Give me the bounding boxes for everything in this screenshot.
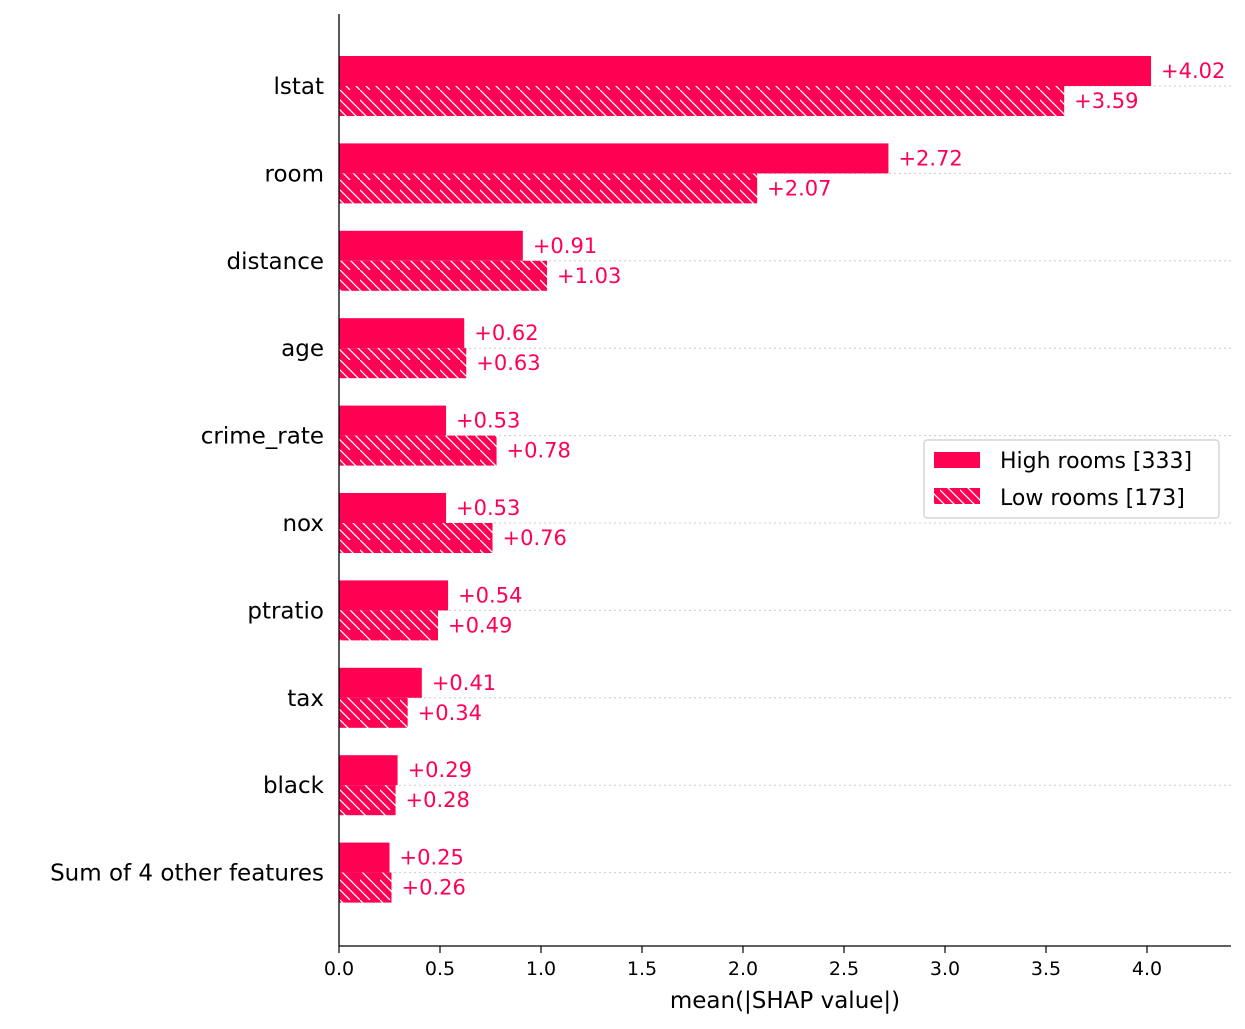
bar-high-rooms-black	[339, 755, 398, 786]
axes	[338, 14, 1231, 947]
value-label-high-rooms-room: +2.72	[898, 146, 962, 170]
x-tick-label-2-0: 2.0	[728, 958, 758, 980]
category-label-sum-of-4-other-features: Sum of 4 other features	[50, 861, 324, 887]
bar-low-rooms-black	[339, 785, 396, 816]
value-label-high-rooms-lstat: +4.02	[1161, 59, 1225, 83]
x-axis-title: mean(|SHAP value|)	[670, 988, 900, 1014]
x-tick-label-0-5: 0.5	[425, 958, 455, 980]
legend-swatch-high-rooms	[934, 452, 980, 468]
bar-low-rooms-crime-rate	[339, 435, 497, 466]
x-tick-label-1-5: 1.5	[627, 958, 657, 980]
bar-low-rooms-nox	[339, 523, 493, 553]
bar-high-rooms-lstat	[339, 56, 1152, 86]
value-label-high-rooms-tax: +0.41	[432, 671, 496, 695]
value-label-high-rooms-black: +0.29	[408, 758, 472, 782]
category-label-room: room	[265, 161, 325, 187]
category-label-lstat: lstat	[273, 74, 324, 100]
x-tick-label-3-0: 3.0	[930, 958, 960, 980]
category-label-black: black	[263, 773, 325, 799]
x-tick-label-0-0: 0.0	[324, 958, 354, 980]
x-tick-label-3-5: 3.5	[1031, 958, 1061, 980]
value-label-high-rooms-age: +0.62	[474, 321, 538, 345]
legend-swatch-low-rooms	[934, 488, 980, 504]
value-label-high-rooms-ptratio: +0.54	[458, 583, 522, 607]
value-label-low-rooms-room: +2.07	[767, 176, 831, 200]
category-label-distance: distance	[227, 249, 324, 275]
bar-low-rooms-ptratio	[339, 610, 438, 641]
x-tick-label-2-5: 2.5	[829, 958, 859, 980]
x-tick-label-4-0: 4.0	[1132, 958, 1162, 980]
value-label-high-rooms-crime-rate: +0.53	[456, 409, 520, 433]
value-label-low-rooms-crime-rate: +0.78	[507, 439, 571, 463]
bar-low-rooms-lstat	[339, 86, 1065, 116]
value-label-low-rooms-black: +0.28	[406, 788, 470, 812]
legend-label-low-rooms: Low rooms [173]	[1000, 486, 1185, 511]
bar-high-rooms-crime-rate	[339, 405, 447, 436]
bar-high-rooms-sum-of-4-other-features	[339, 842, 390, 873]
value-label-high-rooms-sum-of-4-other-features: +0.25	[400, 846, 464, 870]
bar-high-rooms-tax	[339, 667, 422, 698]
bar-low-rooms-room	[339, 173, 758, 204]
bar-high-rooms-ptratio	[339, 580, 449, 611]
category-label-crime-rate: crime_rate	[201, 424, 324, 450]
bar-low-rooms-sum-of-4-other-features	[339, 872, 392, 903]
value-label-low-rooms-lstat: +3.59	[1074, 89, 1138, 113]
bar-low-rooms-distance	[339, 260, 548, 291]
x-tick-label-1-0: 1.0	[526, 958, 556, 980]
value-label-low-rooms-sum-of-4-other-features: +0.26	[402, 876, 466, 900]
category-label-tax: tax	[287, 686, 324, 712]
value-label-high-rooms-distance: +0.91	[533, 234, 597, 258]
value-label-low-rooms-distance: +1.03	[557, 264, 621, 288]
category-label-age: age	[281, 336, 324, 362]
value-label-low-rooms-age: +0.63	[476, 351, 540, 375]
value-label-low-rooms-tax: +0.34	[418, 701, 482, 725]
bar-low-rooms-tax	[339, 697, 408, 728]
value-label-low-rooms-nox: +0.76	[503, 526, 567, 550]
category-label-nox: nox	[282, 511, 324, 537]
bar-high-rooms-age	[339, 318, 465, 349]
bars	[339, 56, 1152, 903]
bar-high-rooms-nox	[339, 493, 447, 523]
value-label-high-rooms-nox: +0.53	[456, 496, 520, 520]
bar-low-rooms-age	[339, 348, 467, 379]
legend: High rooms [333] Low rooms [173]	[923, 439, 1220, 519]
legend-box	[923, 439, 1220, 519]
legend-label-high-rooms: High rooms [333]	[1000, 449, 1192, 474]
bar-high-rooms-distance	[339, 230, 523, 261]
category-label-ptratio: ptratio	[247, 598, 324, 624]
bar-high-rooms-room	[339, 143, 889, 174]
labels: lstat +4.02 +3.59 room +2.72 +2.07 distance +0.…	[50, 59, 1225, 980]
value-label-low-rooms-ptratio: +0.49	[448, 613, 512, 637]
